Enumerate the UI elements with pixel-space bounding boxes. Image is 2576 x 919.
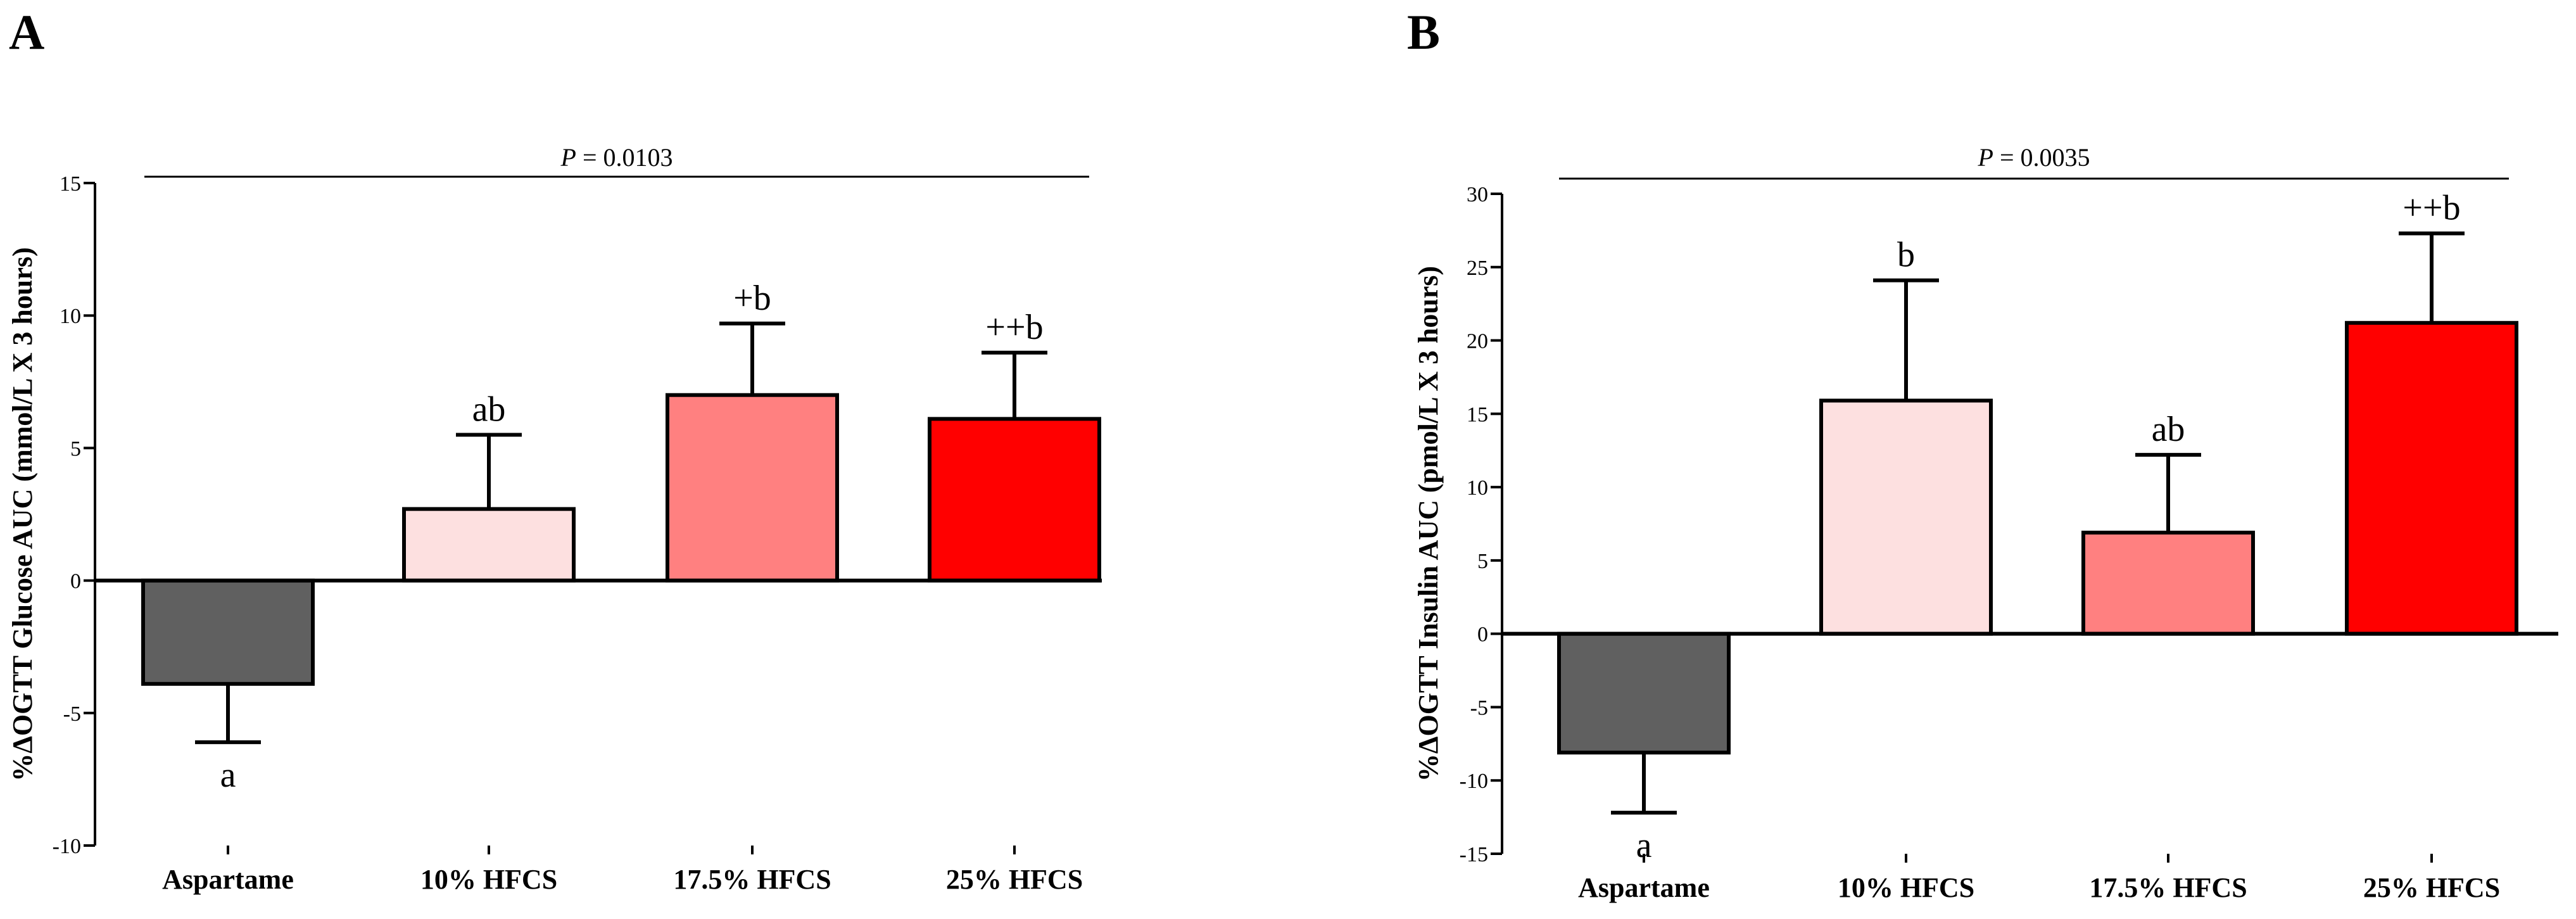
- y-tick-label: 5: [1477, 550, 1488, 573]
- significance-letter: ab: [2152, 410, 2185, 449]
- category-label: 17.5% HFCS: [2089, 872, 2247, 903]
- bar: [402, 507, 576, 583]
- y-tick-label: 0: [1477, 623, 1488, 647]
- significance-letter: ++b: [985, 308, 1043, 347]
- category-label: Aspartame: [1578, 872, 1710, 903]
- y-tick-label: 5: [70, 437, 81, 460]
- y-tick-label: 15: [1467, 403, 1488, 426]
- y-tick-label: -15: [1460, 843, 1488, 866]
- significance-letter: ++b: [2402, 189, 2460, 228]
- p-value-text: = 0.0103: [576, 143, 673, 172]
- bar: [2081, 530, 2255, 636]
- category-label: Aspartame: [162, 864, 294, 895]
- significance-letter: b: [1897, 236, 1915, 275]
- category-label: 10% HFCS: [1838, 872, 1974, 903]
- significance-letter: a: [220, 756, 236, 795]
- bar: [2345, 320, 2518, 636]
- category-label: 25% HFCS: [2363, 872, 2500, 903]
- y-axis-label: %ΔOGTT Insulin AUC (pmol/L X 3 hours): [1413, 266, 1444, 782]
- p-value-text: = 0.0035: [1993, 143, 2090, 172]
- y-tick-label: 10: [1467, 476, 1488, 500]
- bar: [141, 578, 315, 686]
- y-tick-label: 20: [1467, 330, 1488, 353]
- p-value-label: P = 0.0103: [560, 143, 673, 172]
- panel-b-label: B: [1407, 4, 1441, 60]
- bar: [928, 417, 1101, 583]
- category-label: 17.5% HFCS: [673, 864, 831, 895]
- significance-letter: ab: [472, 390, 506, 429]
- chart-panel-a: -10 -5 0 5 10 15 a Aspartame ab 10% HFCS +b 17.5% H…: [7, 143, 1102, 895]
- y-tick-label: -5: [1470, 696, 1488, 719]
- significance-letter: +b: [733, 279, 771, 318]
- y-tick-label: -10: [53, 835, 81, 858]
- panel-a-label: A: [9, 4, 45, 60]
- y-tick-label: 25: [1467, 257, 1488, 280]
- category-label: 10% HFCS: [420, 864, 557, 895]
- y-tick-label: 30: [1467, 183, 1488, 206]
- bar: [1819, 398, 1993, 636]
- p-value-prefix: P: [560, 143, 576, 172]
- y-tick-label: 0: [70, 570, 81, 593]
- p-value-label: P = 0.0035: [1978, 143, 2090, 172]
- y-tick-label: -5: [63, 702, 81, 726]
- bar: [666, 393, 839, 583]
- category-label: 25% HFCS: [946, 864, 1083, 895]
- y-tick-label: 15: [60, 172, 81, 196]
- y-axis-label: %ΔOGTT Glucose AUC (mmol/L X 3 hours): [7, 247, 38, 781]
- y-tick-label: -10: [1460, 770, 1488, 793]
- y-tick-label: 10: [60, 305, 81, 328]
- bar: [1557, 631, 1731, 755]
- p-value-prefix: P: [1978, 143, 1993, 172]
